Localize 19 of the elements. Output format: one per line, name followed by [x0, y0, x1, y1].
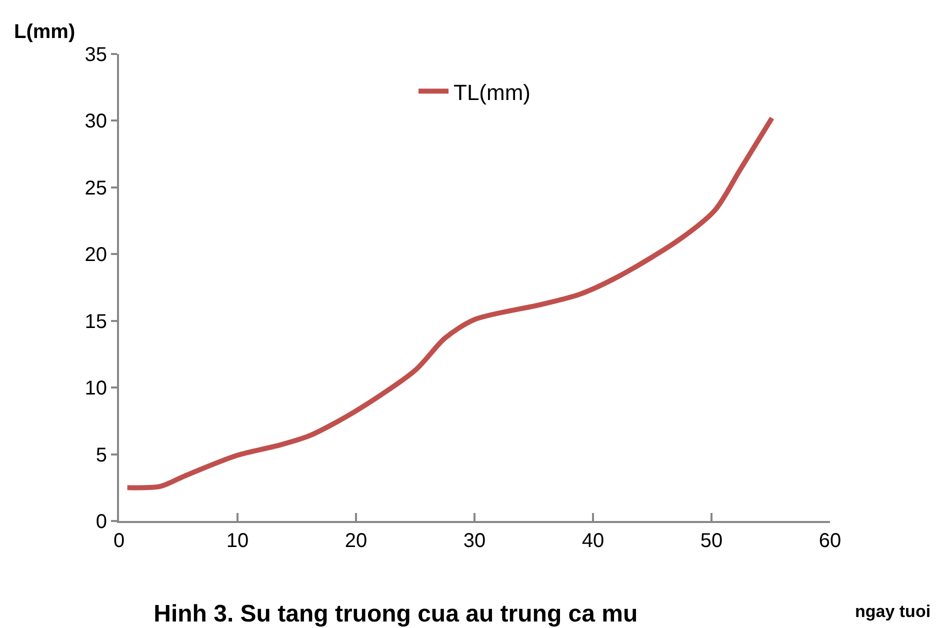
- x-tick-label: 20: [344, 530, 368, 552]
- x-tick-label: 0: [113, 530, 125, 552]
- y-tick-label: 0: [96, 511, 107, 533]
- y-tick-label: 20: [84, 244, 107, 266]
- x-tick-label: 50: [700, 530, 723, 552]
- y-tick-label: 15: [84, 310, 107, 333]
- x-tick-label: 10: [226, 530, 249, 552]
- x-axis-title: ngay tuoi: [855, 602, 931, 621]
- y-tick-label: 35: [84, 44, 107, 66]
- x-tick-label: 60: [818, 530, 842, 552]
- y-axis-title: L(mm): [14, 21, 76, 43]
- text: Hinh 3. Su tang truong cua au trung ca mu: [154, 600, 638, 628]
- y-tick-label: 5: [96, 444, 107, 466]
- y-tick-label: 25: [84, 177, 107, 200]
- x-tick-label: 40: [582, 530, 604, 552]
- x-tick-label: 30: [463, 530, 486, 552]
- y-tick-label: 30: [84, 110, 107, 133]
- y-tick-label: 10: [84, 378, 107, 400]
- legend-label: TL(mm): [454, 80, 530, 105]
